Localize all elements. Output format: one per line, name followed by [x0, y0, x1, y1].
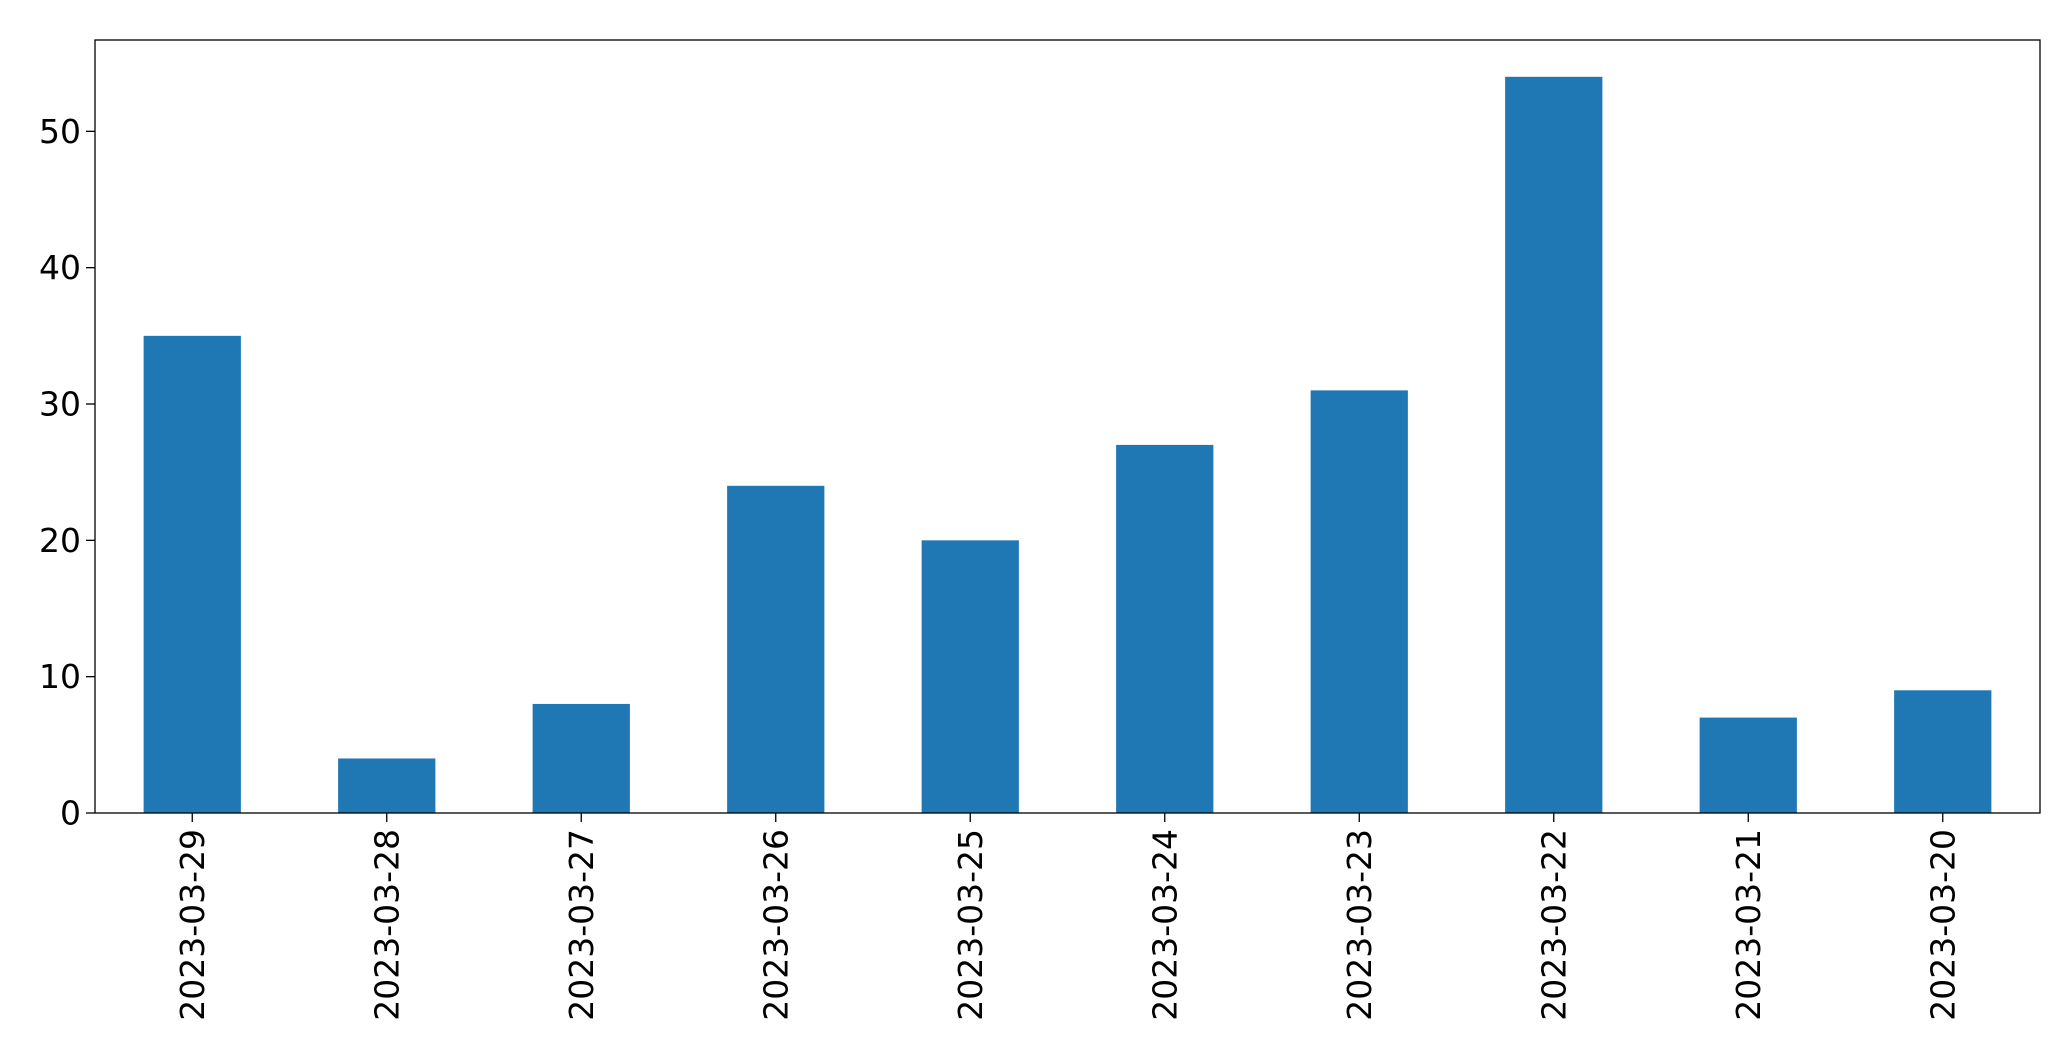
x-tick-label: 2023-03-28 — [367, 829, 406, 1021]
x-axis: 2023-03-29 2023-03-28 2023-03-27 2023-03-26… — [173, 813, 1962, 1021]
x-tick-label: 2023-03-24 — [1145, 829, 1184, 1021]
bar-2023-03-28 — [338, 758, 436, 813]
bar-2023-03-20 — [1894, 690, 1992, 813]
x-tick-label: 2023-03-21 — [1729, 829, 1768, 1021]
bars-group — [143, 76, 1992, 814]
x-tick-label: 2023-03-20 — [1923, 829, 1962, 1021]
plot-frame — [94, 39, 2041, 814]
y-tick-label: 50 — [39, 112, 81, 151]
x-tick-label: 2023-03-22 — [1534, 829, 1573, 1021]
bar-2023-03-25 — [921, 540, 1019, 813]
y-tick-label: 40 — [39, 248, 81, 287]
x-tick-label: 2023-03-23 — [1340, 829, 1379, 1021]
x-tick-label: 2023-03-26 — [756, 829, 795, 1021]
bar-2023-03-23 — [1310, 390, 1408, 813]
bar-2023-03-26 — [727, 485, 825, 813]
y-tick-label: 30 — [39, 385, 81, 424]
bar-2023-03-21 — [1699, 717, 1797, 813]
x-tick-label: 2023-03-25 — [951, 829, 990, 1021]
y-tick-label: 20 — [39, 521, 81, 560]
bar-2023-03-27 — [532, 703, 630, 813]
bar-2023-03-29 — [143, 335, 241, 813]
y-tick-label: 10 — [39, 657, 81, 696]
bar-2023-03-22 — [1505, 76, 1603, 814]
y-tick-label: 0 — [60, 794, 81, 833]
y-axis: 0 10 20 30 40 50 — [39, 112, 95, 833]
x-tick-label: 2023-03-27 — [562, 829, 601, 1021]
x-tick-label: 2023-03-29 — [173, 829, 212, 1021]
bar-2023-03-24 — [1116, 444, 1214, 813]
